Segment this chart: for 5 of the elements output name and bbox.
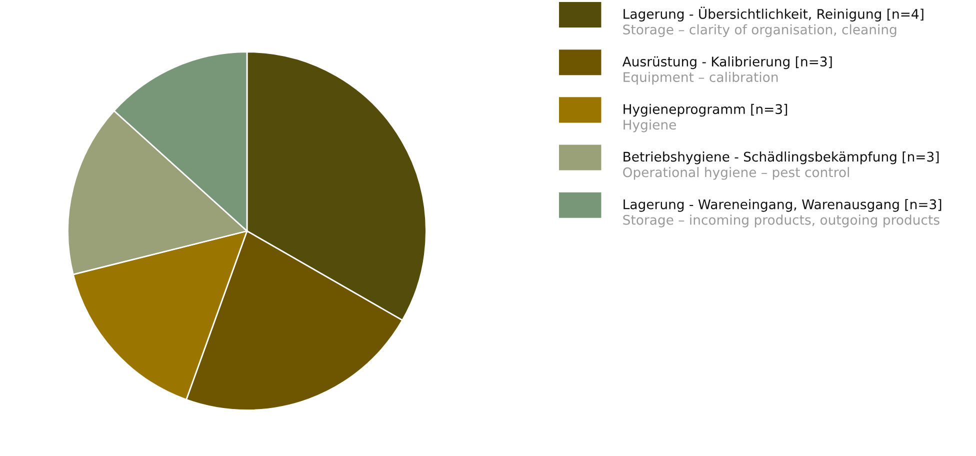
legend-label: Lagerung - Wareneingang, Warenausgang [n=3] Storage – incoming products, outgoing products bbox=[623, 199, 942, 228]
legend-label: Hygieneprogramm [n=3] Hygiene bbox=[624, 104, 788, 132]
legend-label: Betriebshygiene - Schädlingsbekämpfung [n=3] Operational hygiene – pest control bbox=[623, 151, 939, 180]
legend-label: Lagerung - Übersichtlichkeit, Reinigung [n=4] Storage – clarity of organisation, cleaning bbox=[623, 6, 924, 38]
legend-label: Ausrüstung - Kalibrierung [n=3] Equipment – calibration bbox=[622, 56, 832, 85]
